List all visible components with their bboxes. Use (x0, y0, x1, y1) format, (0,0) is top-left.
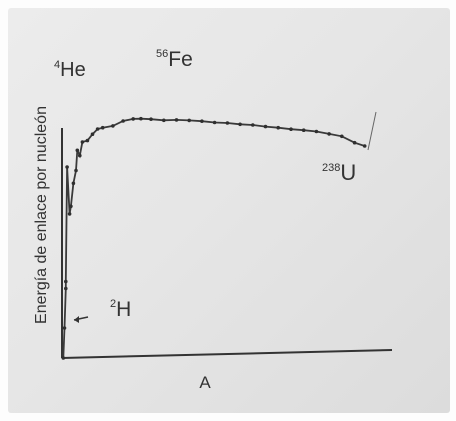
annotation-fe56-mass: 56 (156, 48, 168, 60)
annotation-u238-mass: 238 (322, 162, 340, 174)
paper-sheet (8, 8, 450, 413)
annotation-h2-symbol: H (116, 298, 131, 321)
annotation-h2-mass: 2 (110, 298, 116, 310)
annotation-fe56-symbol: Fe (168, 48, 193, 71)
data-point (64, 286, 68, 291)
annotation-he4-symbol: He (60, 59, 86, 81)
data-point (238, 122, 242, 127)
data-point (74, 168, 78, 173)
annotation-he4: 4He (54, 59, 86, 81)
annotation-he4-mass: 4 (54, 59, 60, 71)
data-point (327, 132, 331, 136)
data-point (225, 121, 230, 125)
y-axis-label: Energía de enlace por nucleón (33, 106, 50, 324)
data-point (131, 117, 135, 121)
data-point (263, 124, 268, 129)
data-point (200, 119, 204, 123)
annotation-u238: 238U (322, 160, 356, 185)
data-point (67, 212, 72, 216)
data-point (251, 123, 255, 127)
axes (61, 128, 393, 359)
data-point (61, 356, 66, 360)
x-axis-label: A (199, 373, 211, 392)
annotation-u238-symbol: U (340, 160, 356, 185)
data-point (69, 204, 73, 209)
labels: Energía de enlace por nucleón A 4He 56Fe… (33, 48, 377, 392)
data-point (111, 124, 115, 128)
data-point (139, 116, 143, 121)
data-point (162, 118, 166, 123)
data-marks (61, 116, 367, 360)
x-axis (61, 349, 393, 359)
data-point (314, 129, 319, 134)
data-point (187, 118, 191, 123)
annotation-h2: 2H (110, 298, 131, 321)
data-point (78, 153, 82, 158)
data-point (121, 119, 125, 123)
data-point (71, 181, 76, 186)
data-point (80, 140, 85, 144)
u238-leader-line (367, 111, 377, 151)
data-point (362, 144, 367, 148)
data-point (212, 120, 217, 125)
data-point (64, 279, 68, 284)
data-point (85, 138, 90, 143)
data-point (276, 125, 281, 130)
data-point (301, 128, 306, 132)
data-point (352, 140, 357, 145)
data-point (95, 127, 100, 131)
data-point (62, 326, 67, 330)
data-point (90, 132, 95, 136)
annotation-fe56: 56Fe (156, 48, 193, 71)
data-point (289, 127, 293, 131)
data-point (75, 148, 80, 153)
data-point (149, 117, 153, 121)
data-point (340, 134, 344, 139)
series-line (62, 117, 365, 359)
data-point (65, 165, 69, 169)
data-point (100, 125, 105, 130)
h2-arrow-head (74, 316, 79, 323)
data-point (174, 118, 179, 122)
